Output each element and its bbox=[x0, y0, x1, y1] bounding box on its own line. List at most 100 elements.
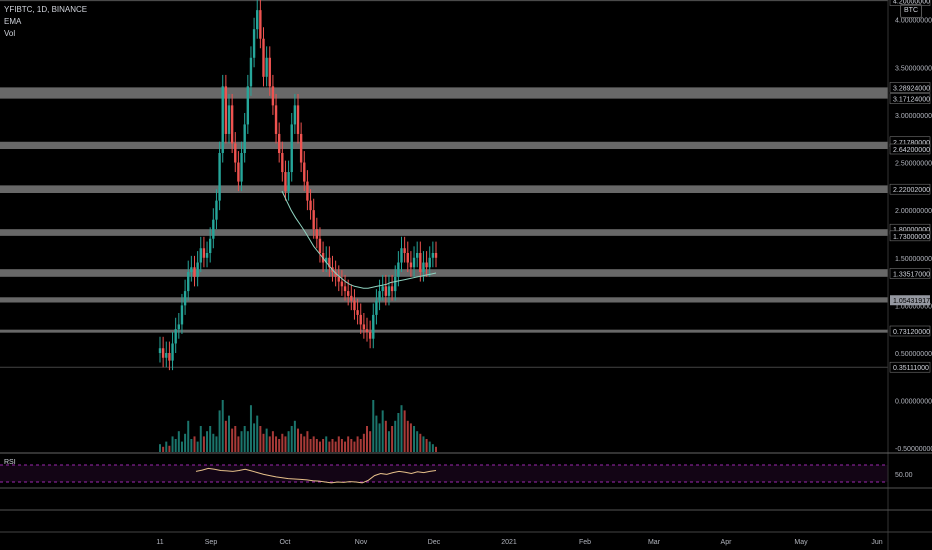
candle-body bbox=[165, 353, 168, 358]
candle-body bbox=[224, 86, 228, 134]
volume-bar bbox=[224, 420, 227, 452]
candle-body bbox=[350, 295, 353, 301]
price-level-label: 2.71780000 bbox=[893, 140, 930, 147]
price-level-box bbox=[889, 183, 931, 195]
volume-bar bbox=[237, 436, 240, 452]
candle-body bbox=[362, 324, 366, 330]
candle-body bbox=[187, 272, 190, 292]
candle-body bbox=[230, 105, 234, 144]
candle-body bbox=[193, 267, 196, 277]
volume-bar bbox=[409, 423, 412, 452]
candle-body bbox=[218, 153, 221, 201]
volume-bar bbox=[265, 428, 268, 452]
candle-body bbox=[425, 262, 428, 268]
volume-bar bbox=[353, 441, 356, 452]
candle-body bbox=[306, 181, 309, 201]
volume-bar bbox=[202, 436, 205, 452]
candle-body bbox=[356, 310, 359, 315]
candle-body bbox=[428, 257, 431, 268]
volume-bar bbox=[306, 431, 309, 452]
volume-bar bbox=[262, 433, 265, 452]
sr-zone bbox=[0, 269, 888, 277]
candle-body bbox=[293, 105, 297, 125]
volume-bar bbox=[190, 439, 193, 452]
candle-body bbox=[271, 86, 275, 106]
volume-bar bbox=[184, 433, 187, 452]
time-tick-label: Dec bbox=[428, 539, 441, 546]
candle-body bbox=[256, 10, 259, 30]
volume-bar bbox=[297, 428, 299, 452]
price-level-box bbox=[889, 82, 931, 93]
volume-bar bbox=[359, 439, 362, 452]
volume-bar bbox=[268, 436, 271, 452]
candle-body bbox=[284, 172, 287, 192]
time-axis: 11 Sep Oct Nov Dec 2021 Feb Mar Apr May Jun bbox=[156, 539, 882, 546]
volume-bar bbox=[344, 441, 347, 452]
price-tick-label: 2.00000000 bbox=[895, 208, 932, 215]
volume-bar bbox=[394, 420, 397, 452]
support-resistance-zones bbox=[0, 0, 888, 368]
volume-bar bbox=[391, 426, 394, 452]
candle-body bbox=[208, 238, 212, 253]
volume-bar bbox=[315, 439, 318, 452]
volume-bar bbox=[193, 436, 196, 452]
candle-body bbox=[403, 248, 406, 253]
volume-bar bbox=[362, 433, 365, 452]
volume-legend[interactable]: Vol bbox=[4, 29, 16, 38]
candle-body bbox=[268, 57, 271, 87]
candle-body bbox=[174, 329, 177, 344]
volume-bar bbox=[422, 436, 425, 452]
volume-bar bbox=[243, 426, 246, 452]
currency-unit-button[interactable]: BTC bbox=[900, 4, 922, 18]
volume-bar bbox=[284, 436, 287, 452]
candle-body bbox=[177, 324, 181, 330]
volume-bar bbox=[180, 441, 183, 452]
candle-body bbox=[412, 257, 416, 268]
volume-bar bbox=[413, 426, 416, 452]
volume-bar bbox=[168, 445, 171, 452]
candle-body bbox=[353, 300, 356, 311]
time-tick-label: Feb bbox=[579, 539, 591, 546]
candle-body bbox=[390, 286, 394, 292]
candle-body bbox=[259, 10, 262, 39]
candle-body bbox=[249, 57, 253, 87]
volume-bar bbox=[303, 436, 306, 452]
volume-bar bbox=[171, 436, 174, 452]
price-level-label: 1.33517000 bbox=[893, 271, 930, 278]
price-tick-label: -0.50000000 bbox=[895, 446, 932, 453]
price-level-label: 1.05431917 bbox=[893, 298, 930, 305]
volume-bar bbox=[159, 444, 161, 452]
volume-bar bbox=[281, 433, 284, 452]
candle-body bbox=[265, 57, 268, 77]
price-level-box bbox=[889, 0, 931, 6]
price-level-label: 3.28924000 bbox=[893, 85, 930, 92]
ema-line bbox=[281, 190, 437, 289]
candle-body bbox=[190, 267, 193, 273]
volume-bar bbox=[287, 431, 290, 452]
candle-body bbox=[274, 105, 278, 134]
price-level-label: 0.35111000 bbox=[893, 365, 929, 372]
time-tick-label: Jun bbox=[871, 539, 882, 546]
candle-body bbox=[312, 210, 315, 230]
candle-body bbox=[212, 219, 215, 239]
candle-body bbox=[196, 262, 199, 277]
candle-body bbox=[215, 200, 218, 220]
volume-bar bbox=[425, 439, 428, 452]
rsi-level-label: 50.00 bbox=[895, 472, 913, 479]
volume-bar bbox=[259, 426, 262, 452]
volume-bar bbox=[221, 400, 224, 452]
candle-body bbox=[237, 162, 240, 182]
candle-body bbox=[199, 248, 202, 263]
candle-body bbox=[180, 305, 184, 325]
candle-body bbox=[240, 153, 243, 182]
rsi-legend[interactable]: RSI bbox=[4, 459, 16, 466]
price-tick-label: 3.50000000 bbox=[895, 65, 932, 72]
volume-bar bbox=[406, 420, 409, 452]
volume-bar bbox=[331, 439, 334, 452]
ema-legend[interactable]: EMA bbox=[4, 17, 22, 26]
volume-bar bbox=[340, 439, 343, 452]
price-tick-label: 0.00000000 bbox=[895, 399, 932, 406]
volume-bar bbox=[356, 436, 359, 452]
candle-body bbox=[368, 332, 372, 339]
